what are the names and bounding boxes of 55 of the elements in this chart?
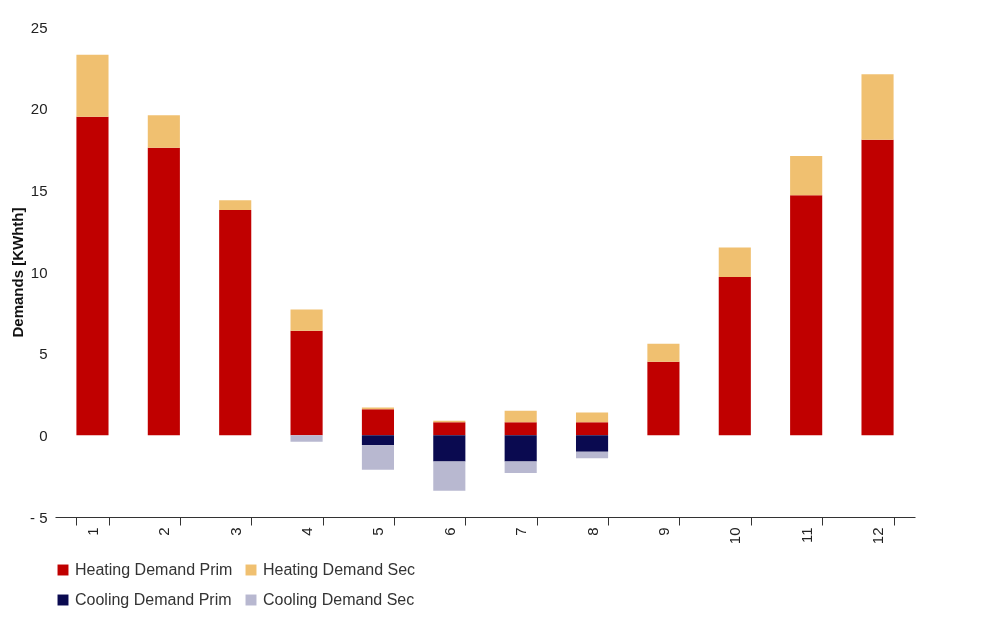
x-tick-label: 1 [83,527,101,536]
bar [718,276,751,436]
y-tick-label: 20 [30,100,48,118]
x-tick-label: 8 [583,527,601,536]
x-tick-label: 6 [440,527,458,536]
y-tick-label: - 5 [29,508,48,526]
x-tick-label: 12 [869,527,887,545]
bar [718,247,751,277]
bar [433,461,466,491]
x-tick-label: 2 [155,527,173,536]
legend-label: Cooling Demand Prim [75,591,232,608]
bar [290,330,323,436]
bar [76,54,109,117]
bar [576,451,609,459]
x-tick-label: 10 [726,527,744,545]
y-axis-title: Demands [KWhth] [9,207,26,338]
bar [790,195,823,436]
bar [576,435,609,452]
bar [147,115,180,148]
bar [219,209,252,436]
bar [504,410,537,423]
bar [290,309,323,331]
bar [361,435,394,446]
bar [504,435,537,462]
y-tick-label: 0 [39,426,48,444]
bar [76,116,109,436]
bar [219,200,252,210]
y-tick-label: 25 [30,18,48,36]
bar [433,422,466,436]
legend-label: Heating Demand Prim [75,561,233,578]
legend-label: Heating Demand Sec [263,561,416,578]
bar [576,412,609,423]
bar [504,422,537,436]
bar [361,409,394,436]
bar [361,445,394,470]
bar [147,147,180,436]
y-tick-label: 5 [39,345,48,363]
x-tick-label: 11 [797,527,815,544]
y-tick-label: 15 [30,181,48,199]
bar [861,74,894,140]
y-tick-label: 10 [30,263,48,281]
x-tick-label: 4 [298,527,316,536]
bar [790,156,823,196]
bar [504,461,537,473]
x-tick-label: 9 [654,527,672,536]
bar [576,422,609,436]
bar [290,435,323,442]
bar [647,343,680,362]
x-tick-label: 3 [226,527,244,536]
x-tick-label: 7 [512,527,530,536]
bar [647,361,680,436]
legend-label: Cooling Demand Sec [263,591,415,608]
bar [433,435,466,462]
bar [861,139,894,436]
x-tick-label: 5 [369,527,387,536]
